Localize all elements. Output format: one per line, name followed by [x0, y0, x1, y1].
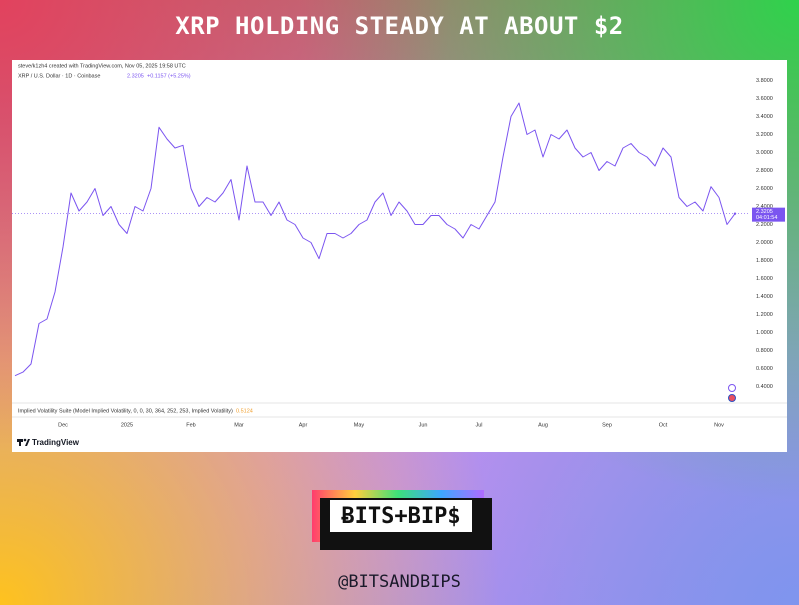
x-tick-label: Apr: [299, 422, 308, 428]
price-tag: [752, 207, 785, 222]
y-tick-label: 3.8000: [756, 78, 773, 84]
x-tick-label: Sep: [602, 422, 612, 428]
y-tick-label: 3.0000: [756, 150, 773, 156]
y-tick-label: 1.4000: [756, 294, 773, 300]
logo-text: ɃITS+BIP$: [330, 500, 472, 532]
y-tick-label: 1.0000: [756, 330, 773, 336]
y-tick-label: 0.4000: [756, 384, 773, 390]
indicator: Implied Volatility Suite (Model Implied …: [18, 408, 233, 414]
indicator-value: 0.5124: [236, 408, 253, 414]
y-tick-label: 0.8000: [756, 348, 773, 354]
x-tick-label: Nov: [714, 422, 724, 428]
x-tick-label: Feb: [186, 422, 195, 428]
y-tick-label: 2.4000: [756, 204, 773, 210]
y-tick-label: 0.6000: [756, 366, 773, 372]
logo: ɃITS+BIP$: [312, 490, 492, 550]
x-tick-label: Jun: [419, 422, 428, 428]
x-tick-label: Aug: [538, 422, 548, 428]
y-tick-label: 3.4000: [756, 114, 773, 120]
y-tick-label: 2.2000: [756, 222, 773, 228]
price-tag-countdown: 04:01:54: [756, 215, 777, 221]
last-price-dot: [733, 212, 737, 215]
y-tick-label: 3.6000: [756, 96, 773, 102]
y-tick-label: 2.8000: [756, 168, 773, 174]
y-tick-label: 1.2000: [756, 312, 773, 318]
headline: XRP HOLDING STEADY AT ABOUT $2: [175, 12, 624, 40]
x-tick-label: 2025: [121, 422, 133, 428]
x-tick-label: Mar: [234, 422, 244, 428]
price-line: [14, 102, 736, 377]
symbol: XRP / U.S. Dollar · 1D · Coinbase: [18, 73, 100, 79]
x-tick-label: Oct: [659, 422, 668, 428]
y-tick-label: 3.2000: [756, 132, 773, 138]
tradingview-logo: [17, 438, 30, 446]
price: 2.3205: [127, 73, 144, 79]
price-tag-value: 2.3205: [756, 209, 773, 215]
brand: TradingView: [32, 438, 80, 447]
x-tick-label: May: [354, 422, 365, 428]
y-tick-label: 2.6000: [756, 186, 773, 192]
x-tick-label: Dec: [58, 422, 68, 428]
attribution: steve/k1zh4 created with TradingView.com…: [18, 63, 186, 69]
y-tick-label: 1.6000: [756, 276, 773, 282]
event-icon: [728, 394, 736, 402]
x-tick-label: Jul: [475, 422, 482, 428]
event-icon: [728, 384, 736, 392]
handle: @BITSANDBIPS: [338, 572, 461, 592]
y-tick-label: 2.0000: [756, 240, 773, 246]
price-change: +0.1157 (+5.25%): [147, 73, 191, 79]
chart-card: steve/k1zh4 created with TradingView.com…: [12, 60, 787, 452]
y-tick-label: 1.8000: [756, 258, 773, 264]
